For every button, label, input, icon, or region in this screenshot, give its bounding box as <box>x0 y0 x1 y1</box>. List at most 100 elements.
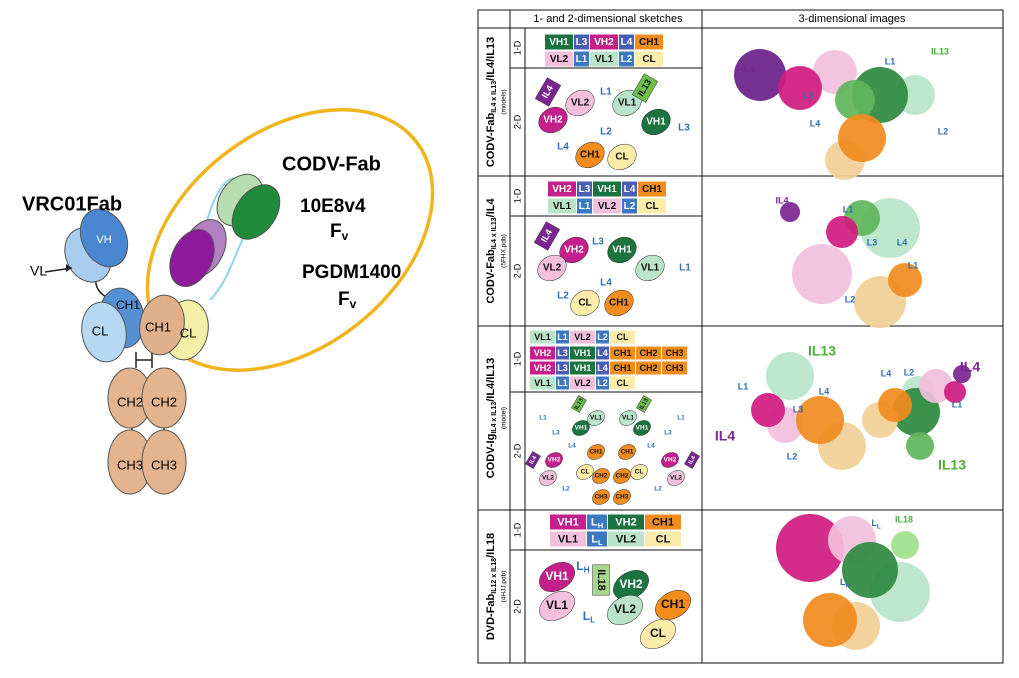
chip-label: CL <box>642 54 655 65</box>
domain <box>607 236 637 264</box>
chip <box>596 361 609 375</box>
domain-vh <box>79 208 129 268</box>
structure-label: IL4 <box>960 359 980 375</box>
structure-label: L1 <box>843 204 854 214</box>
structure-label: L3 <box>793 404 804 414</box>
domain-label: CH3 <box>151 457 177 472</box>
domain-label: IL13 <box>574 397 585 411</box>
row-note: (models) <box>501 89 508 114</box>
domain <box>565 89 595 117</box>
row-label-suffix: /IL4/IL13 <box>485 37 497 81</box>
structure-label: IL13 <box>931 46 949 56</box>
chip-label: L4 <box>597 348 608 358</box>
structure-label: L2 <box>787 451 798 461</box>
row-label-name: CODV-Ig <box>485 434 497 479</box>
domain-label: CL <box>581 469 590 476</box>
table-rows: CODV-FabIL4 x IL13/IL4/IL13(models)1-D2-… <box>485 34 980 650</box>
domain <box>539 591 575 621</box>
table-row: CODV-FabIL4 x IL13/IL4(5FHX.pdb)1-D2-DVH… <box>485 181 922 328</box>
domain-ch2 <box>141 367 187 429</box>
chip-label: L2 <box>597 332 608 342</box>
chip <box>530 361 555 375</box>
domain-label: L3 <box>552 430 560 437</box>
structure-blob <box>776 514 844 582</box>
fv-sub: v <box>342 229 349 243</box>
chip-label: CL <box>656 533 671 545</box>
row-label-subscript: IL12 x IL18 <box>491 558 498 594</box>
chip-label: VL1 <box>534 332 551 342</box>
domain-label: L1 <box>600 87 612 98</box>
dim-label: 1-D <box>512 188 522 203</box>
domain <box>661 452 679 468</box>
domain <box>618 444 636 460</box>
fv-name: PGDM1400 <box>302 262 401 283</box>
domain <box>570 289 600 317</box>
domain-label: VL2 <box>614 602 636 616</box>
domain-ch3 <box>141 429 187 495</box>
domain-label: VH1 <box>545 569 569 583</box>
dim-label: 1-D <box>512 522 522 537</box>
domain-label: L4 <box>557 142 569 153</box>
fv-main: F <box>330 221 342 242</box>
structure-blob <box>835 80 875 120</box>
structure-label: LL <box>871 518 881 530</box>
structure-label: L4 <box>897 237 908 247</box>
domain-label: VH1 <box>575 425 588 432</box>
domain-label: LH <box>576 559 589 575</box>
chip <box>596 376 609 390</box>
chip-label: VH2 <box>615 516 636 528</box>
structure-blob <box>944 381 966 403</box>
dim-label: 1-D <box>512 351 522 366</box>
domain <box>641 108 671 136</box>
domain <box>630 464 648 480</box>
chip <box>530 376 555 390</box>
structure-label: L2 <box>845 294 856 304</box>
table-grid <box>478 10 1003 663</box>
domain <box>613 489 631 505</box>
chip-label: LH <box>591 516 604 529</box>
domain-label: L2 <box>654 486 662 493</box>
row-note: (model) <box>501 407 508 429</box>
structure-blob <box>953 365 971 383</box>
chip-label: L3 <box>557 348 568 358</box>
structure-blob <box>906 432 934 460</box>
table-row: CODV-FabIL4 x IL13/IL4/IL13(models)1-D2-… <box>485 34 949 180</box>
chip-label: CL <box>617 332 629 342</box>
structure-blob <box>734 49 786 101</box>
domain-label: IL4 <box>529 454 539 465</box>
chip <box>610 376 635 390</box>
chip <box>574 51 589 67</box>
chip <box>550 531 586 547</box>
table <box>477 9 1004 664</box>
chip-label: CH1 <box>639 37 659 48</box>
chip <box>608 514 644 530</box>
domain <box>587 444 605 460</box>
domain-label: L3 <box>678 123 690 134</box>
chip-label: L3 <box>576 37 588 48</box>
chip <box>636 346 661 360</box>
chip-label: CL <box>645 201 658 212</box>
structure-blob <box>888 263 922 297</box>
chip-label: VL2 <box>550 54 569 65</box>
chip-label: L3 <box>557 363 568 373</box>
structure-blob <box>766 352 814 400</box>
chip <box>590 34 618 50</box>
arrow-head <box>66 264 72 272</box>
chip <box>662 346 687 360</box>
chip <box>545 34 573 50</box>
chip-label: L1 <box>576 54 588 65</box>
cytokine-box <box>631 73 659 103</box>
table-row: DVD-FabIL12 x IL18/IL18(4HJJ.pdb)1-D2-DV… <box>485 514 930 650</box>
structure-label: L4 <box>819 386 830 396</box>
structure-label: L4 <box>810 118 821 128</box>
domain <box>576 464 594 480</box>
domain-label: CL <box>650 626 666 640</box>
left-panel: CODV-Fab VRC01Fab 10E8v4 Fv PGDM1400 Fv … <box>22 108 435 495</box>
chip <box>593 198 621 214</box>
chip <box>596 330 609 344</box>
domain-label: L2 <box>557 291 569 302</box>
domain-label: L4 <box>568 443 576 450</box>
chip <box>645 531 681 547</box>
